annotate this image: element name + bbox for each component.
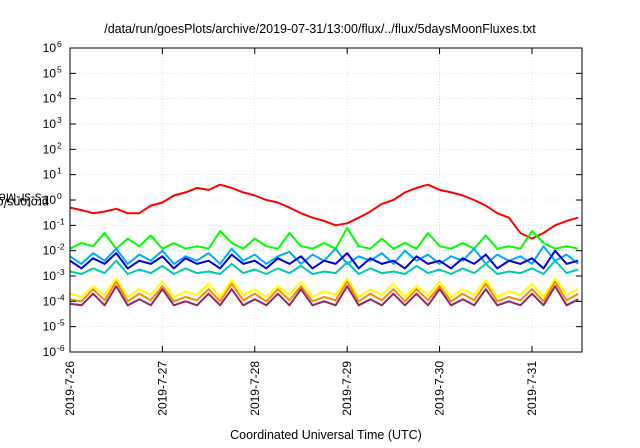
y-tick-label: 10 <box>43 218 57 232</box>
y-tick-label: 10 <box>43 269 57 283</box>
x-tick-label: 2019-7-29 <box>340 361 354 416</box>
series-line-3 <box>69 245 579 265</box>
series-line-1 <box>69 183 579 240</box>
y-tick-label-exponent: -2 <box>57 242 65 252</box>
axis-layer: 10 -610 -510 -410 -310 -210 -110 010 110 210 310 41… <box>43 39 583 416</box>
y-tick-label: 10 <box>43 168 57 182</box>
plot-frame <box>69 47 583 353</box>
chart-title: /data/run/goesPlots/archive/2019-07-31/1… <box>104 22 536 36</box>
y-tick-label-base: 10 <box>43 269 57 283</box>
y-tick-label: 10 <box>43 66 57 80</box>
y-tick-label-exponent: 3 <box>57 115 62 125</box>
y-tick-label: 10 <box>43 117 57 131</box>
y-tick-label-base: 10 <box>43 218 57 232</box>
y-tick-label-base: 10 <box>43 92 57 106</box>
x-tick-label: 2019-7-27 <box>155 361 169 416</box>
y-tick-label-base: 10 <box>43 244 57 258</box>
y-tick-label-exponent: -5 <box>57 318 65 328</box>
series-line-8 <box>69 285 579 307</box>
series-line-5 <box>69 259 579 275</box>
y-tick-label-exponent: 1 <box>57 166 62 176</box>
x-tick-label: 2019-7-31 <box>525 361 539 416</box>
y-tick-label-exponent: 2 <box>57 140 62 150</box>
y-tick-label-base: 10 <box>43 320 57 334</box>
y-tick-label-base: 10 <box>43 66 57 80</box>
y-tick-label-base: 10 <box>43 294 57 308</box>
series-line-2 <box>69 226 579 250</box>
series-layer <box>69 183 579 307</box>
y-tick-label-exponent: -4 <box>57 292 65 302</box>
y-tick-label: 10 <box>43 41 57 55</box>
x-axis-label: Coordinated Universal Time (UTC) <box>230 428 422 442</box>
x-tick-label: 2019-7-26 <box>63 361 77 416</box>
y-axis-label-rest: -s-sr-MeV <box>0 190 46 205</box>
y-tick-label: 10 <box>43 142 57 156</box>
y-tick-label-base: 10 <box>43 41 57 55</box>
y-tick-label-exponent: 4 <box>57 90 62 100</box>
y-tick-label-exponent: -1 <box>57 216 65 226</box>
y-tick-label-exponent: 0 <box>57 191 62 201</box>
y-tick-label: 10 <box>43 294 57 308</box>
y-tick-label-exponent: -6 <box>57 343 65 353</box>
y-tick-label-exponent: 6 <box>57 39 62 49</box>
grid-layer <box>70 48 582 352</box>
series-line-4 <box>69 249 579 270</box>
series-line-6 <box>69 277 579 298</box>
y-tick-label-base: 10 <box>43 142 57 156</box>
y-tick-label: 10 <box>43 345 57 359</box>
y-tick-label: 10 <box>43 320 57 334</box>
y-tick-label-exponent: -3 <box>57 267 65 277</box>
y-tick-label-base: 10 <box>43 117 57 131</box>
series-line-7 <box>69 280 579 303</box>
x-tick-label: 2019-7-28 <box>248 361 262 416</box>
y-tick-label: 10 <box>43 92 57 106</box>
y-tick-label-base: 10 <box>43 168 57 182</box>
y-tick-label-base: 10 <box>43 345 57 359</box>
y-tick-label-exponent: 5 <box>57 64 62 74</box>
y-tick-label: 10 <box>43 244 57 258</box>
x-tick-label: 2019-7-30 <box>433 361 447 416</box>
